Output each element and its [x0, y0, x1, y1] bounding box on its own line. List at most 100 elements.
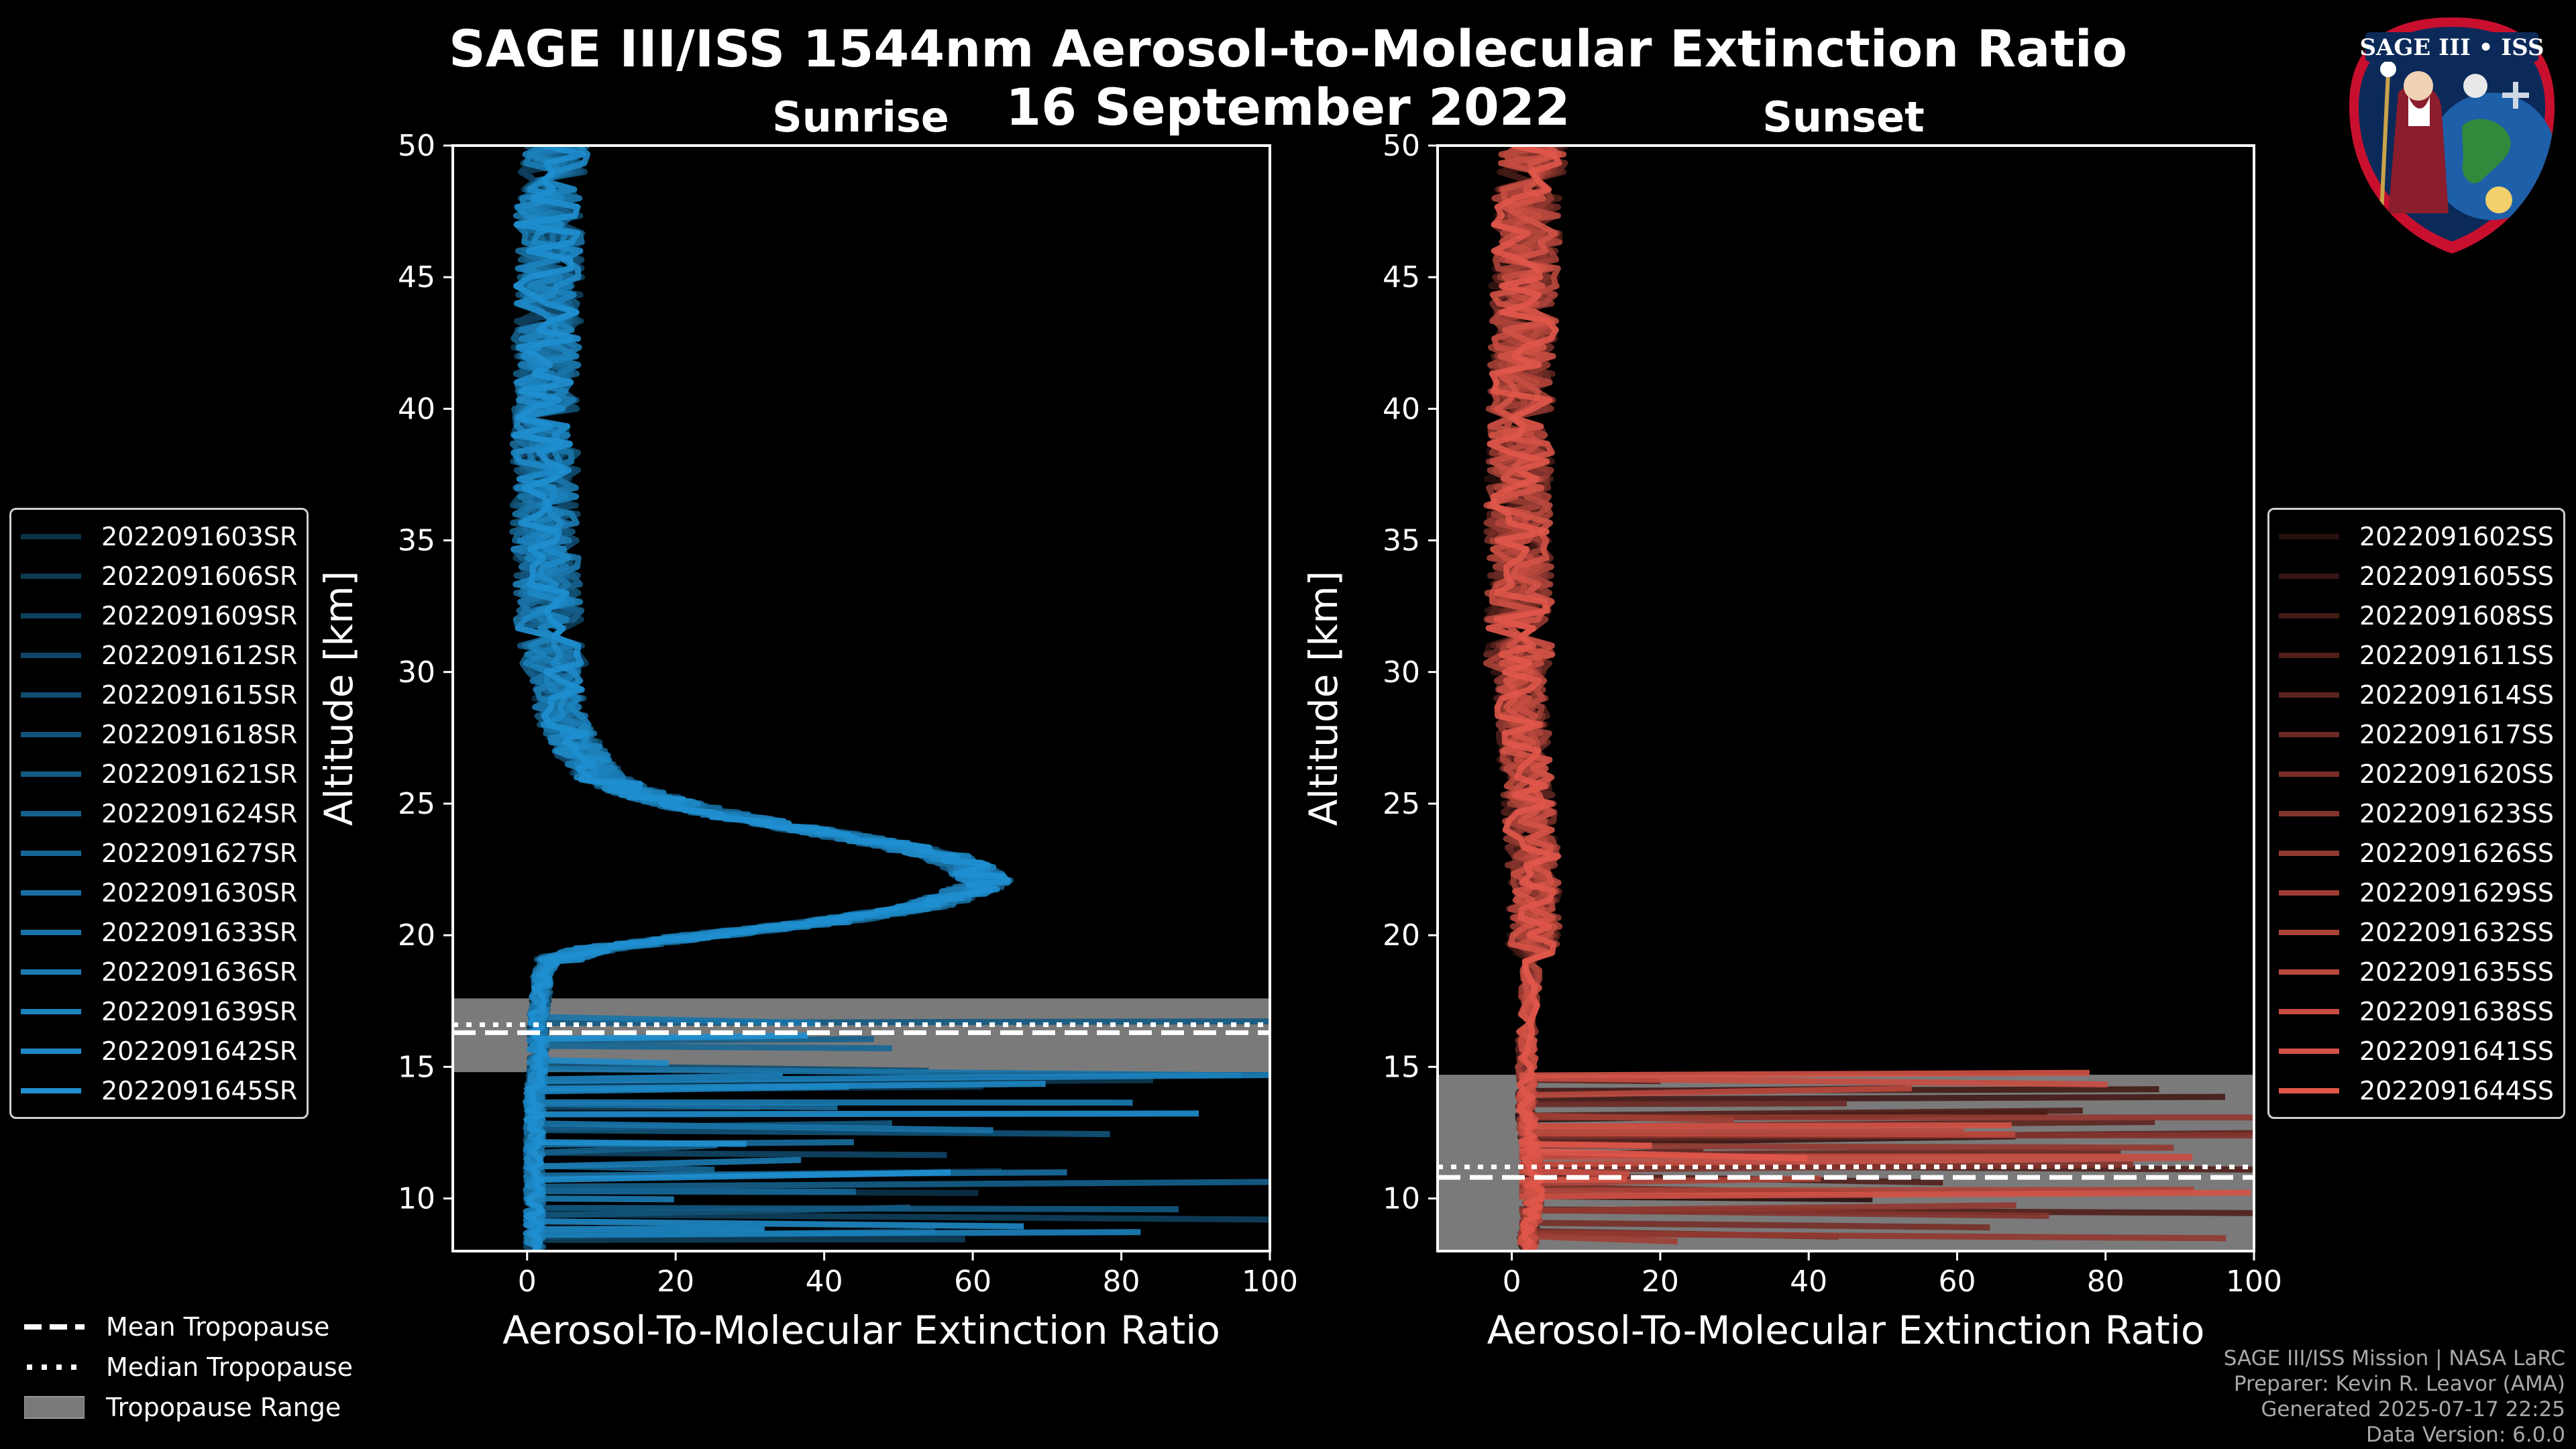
sunset-x-axis-label: Aerosol-To-Molecular Extinction Ratio [1487, 1307, 2205, 1353]
legend-swatch [21, 612, 81, 619]
legend-item-2022091624SR: 2022091624SR [21, 794, 297, 833]
legend-item-2022091635SS: 2022091635SS [2279, 952, 2554, 991]
sunset-legend: 2022091602SS 2022091605SS 2022091608SS 2022… [2267, 508, 2566, 1119]
patch-title: SAGE III • ISS [2359, 34, 2544, 61]
y-tick-label: 50 [1383, 129, 1420, 163]
sunset-plot-area [1438, 146, 2254, 1251]
legend-swatch [2279, 533, 2339, 539]
sunrise-axes-frame [451, 144, 1271, 1252]
x-tick-label: 40 [806, 1265, 843, 1299]
y-tick-label: 15 [398, 1050, 435, 1084]
x-tick-label: 60 [1938, 1265, 1976, 1299]
legend-swatch [21, 890, 81, 896]
legend-swatch [21, 969, 81, 975]
legend-label: 2022091603SR [101, 521, 298, 551]
legend-label: 2022091618SR [101, 719, 298, 749]
legend-item-2022091614SS: 2022091614SS [2279, 675, 2554, 714]
legend-label: 2022091630SR [101, 877, 298, 908]
sunrise-plot: 0 20 40 60 80 100 10 15 20 25 30 35 40 45 50 Aerosol-To… [316, 129, 1298, 1353]
legend-item-2022091642SR: 2022091642SR [21, 1031, 297, 1071]
legend-item-2022091626SS: 2022091626SS [2279, 833, 2554, 873]
legend-label: 2022091639SR [101, 996, 298, 1026]
series-line-2022091642SR [511, 146, 1046, 1251]
footer-version: Data Version: 6.0.0 [2365, 1423, 2565, 1447]
legend-label: 2022091633SR [101, 917, 298, 947]
legend-label: 2022091623SS [2359, 798, 2555, 828]
range-box-icon [24, 1396, 85, 1419]
y-tick-label: 35 [398, 524, 435, 558]
legend-swatch [2279, 612, 2339, 619]
legend-label: 2022091612SR [101, 640, 298, 670]
legend-item-2022091618SR: 2022091618SR [21, 714, 297, 754]
sunrise-panel-title: Sunrise [772, 93, 949, 142]
legend-item-2022091602SS: 2022091602SS [2279, 517, 2554, 556]
legend-swatch [2279, 652, 2339, 658]
legend-swatch [2279, 890, 2339, 896]
legend-swatch [21, 652, 81, 658]
y-tick-label: 45 [398, 260, 435, 294]
legend-item-2022091617SS: 2022091617SS [2279, 714, 2554, 754]
legend-swatch [21, 573, 81, 579]
legend-swatch [2279, 929, 2339, 935]
legend-label: 2022091642SR [101, 1036, 298, 1066]
x-tick-label: 80 [1103, 1265, 1140, 1299]
legend-swatch [21, 929, 81, 935]
legend-label: 2022091638SS [2359, 996, 2555, 1026]
y-tick-label: 20 [1383, 918, 1420, 953]
legend-item-2022091644SS: 2022091644SS [2279, 1071, 2554, 1110]
legend-swatch [2279, 771, 2339, 777]
legend-item-2022091632SS: 2022091632SS [2279, 912, 2554, 952]
y-tick-label: 25 [398, 787, 435, 821]
legend-item-2022091615SR: 2022091615SR [21, 675, 297, 714]
footer-mission: SAGE III/ISS Mission | NASA LaRC [2223, 1346, 2565, 1371]
legend-mean-tropopause: Mean Tropopause [24, 1307, 353, 1347]
series-line-2022091645SR [511, 146, 1199, 1251]
legend-swatch [21, 1048, 81, 1054]
legend-label: 2022091629SS [2359, 877, 2555, 908]
legend-swatch [21, 533, 81, 539]
legend-item-2022091609SR: 2022091609SR [21, 596, 297, 635]
x-tick-label: 20 [657, 1265, 694, 1299]
x-tick-label: 40 [1790, 1265, 1827, 1299]
legend-label: 2022091636SR [101, 957, 298, 987]
legend-swatch [21, 1087, 81, 1093]
legend-label: 2022091624SR [101, 798, 298, 828]
legend-label: 2022091635SS [2359, 957, 2555, 987]
y-tick-label: 35 [1383, 524, 1420, 558]
legend-label: 2022091617SS [2359, 719, 2555, 749]
x-tick-label: 60 [954, 1265, 991, 1299]
x-tick-label: 100 [1242, 1265, 1298, 1299]
series-line-2022091644SS [1487, 146, 1808, 1251]
x-tick-label: 20 [1642, 1265, 1679, 1299]
legend-label: 2022091609SR [101, 600, 298, 631]
legend-label: 2022091615SR [101, 680, 298, 710]
sunset-axes-frame [1436, 144, 2255, 1252]
legend-swatch [21, 850, 81, 856]
y-tick-label: 40 [1383, 392, 1420, 426]
legend-item-2022091633SR: 2022091633SR [21, 912, 297, 952]
legend-mean-label: Mean Tropopause [106, 1312, 330, 1342]
sunset-panel-title: Sunset [1762, 93, 1925, 142]
sunrise-y-axis-label: Altitude [km] [316, 571, 362, 826]
legend-swatch [2279, 1087, 2339, 1093]
legend-label: 2022091614SS [2359, 680, 2555, 710]
footer-generated: Generated 2025-07-17 22:25 [2261, 1397, 2565, 1421]
legend-item-2022091638SS: 2022091638SS [2279, 991, 2554, 1031]
legend-swatch [21, 731, 81, 737]
legend-item-2022091641SS: 2022091641SS [2279, 1031, 2554, 1071]
legend-item-2022091611SS: 2022091611SS [2279, 635, 2554, 675]
footer-preparer: Preparer: Kevin R. Leavor (AMA) [2233, 1372, 2565, 1396]
footer-credits: SAGE III/ISS Mission | NASA LaRC Prepare… [2224, 1346, 2565, 1448]
y-tick-label: 20 [398, 918, 435, 953]
y-tick-label: 30 [1383, 655, 1420, 690]
legend-item-2022091627SR: 2022091627SR [21, 833, 297, 873]
legend-swatch [2279, 1048, 2339, 1054]
sunset-y-axis-label: Altitude [km] [1301, 571, 1346, 826]
series-line-2022091641SS [1485, 146, 2251, 1251]
legend-item-2022091606SR: 2022091606SR [21, 556, 297, 596]
legend-median-label: Median Tropopause [106, 1352, 353, 1382]
chart-title: SAGE III/ISS 1544nm Aerosol-to-Molecular… [448, 19, 2128, 78]
legend-item-2022091620SS: 2022091620SS [2279, 754, 2554, 794]
dashed-line-icon [24, 1324, 85, 1330]
legend-swatch [21, 692, 81, 698]
